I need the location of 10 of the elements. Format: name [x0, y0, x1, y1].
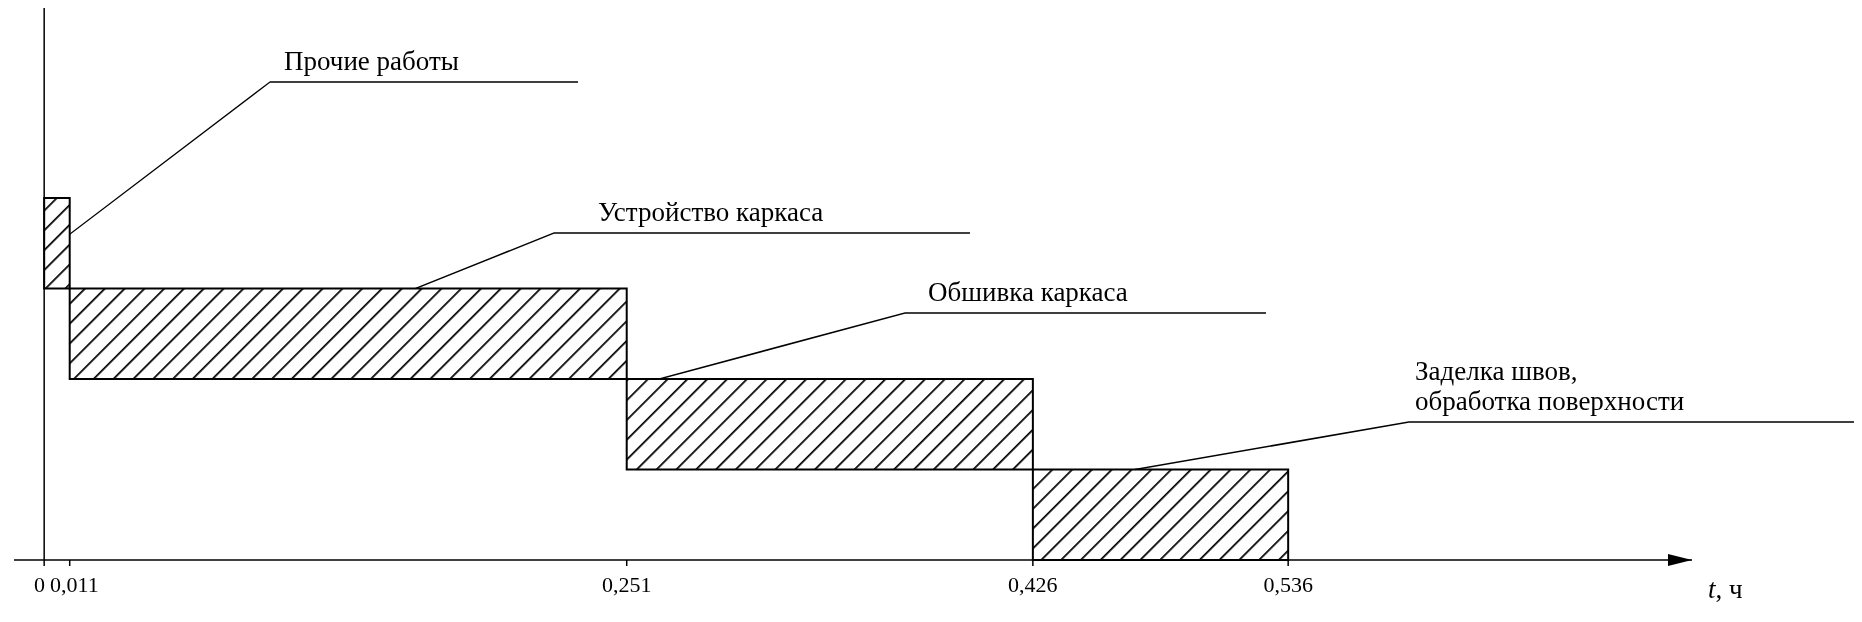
x-tick-label: 0: [33, 572, 45, 597]
annotation: Заделка швов, обработка поверхности: [1415, 356, 1685, 416]
x-tick-label: 0,536: [1263, 572, 1313, 597]
annotation: Устройство каркаса: [598, 197, 824, 227]
annotation: Обшивка каркаса: [928, 277, 1128, 307]
x-tick-label: 0,251: [601, 572, 652, 597]
text: Прочие работы: [284, 46, 459, 76]
x-tick-label: 0,011: [50, 572, 99, 597]
x-tick-label: 0,426: [1008, 572, 1058, 597]
x-axis-title: t, ч: [1708, 574, 1743, 604]
